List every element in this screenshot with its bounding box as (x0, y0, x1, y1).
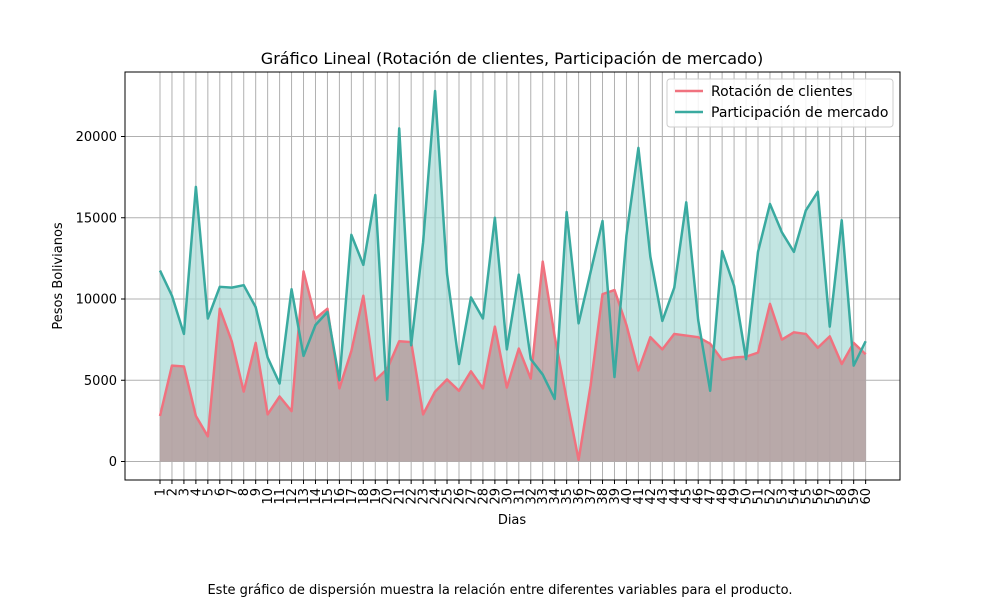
y-tick-label: 5000 (84, 374, 117, 389)
x-tick-label: 10 (261, 488, 276, 505)
y-axis-label: Pesos Bolivianos (51, 222, 66, 330)
x-tick-label: 7 (225, 488, 240, 496)
x-tick-label: 34 (548, 488, 563, 505)
x-tick-label: 25 (441, 488, 456, 505)
legend-label-participacion: Participación de mercado (711, 105, 888, 121)
x-tick-label: 20 (381, 488, 396, 505)
legend-label-rotacion: Rotación de clientes (711, 84, 853, 100)
x-tick-label: 39 (608, 488, 623, 505)
series-lines (158, 89, 867, 462)
x-tick-label: 55 (799, 488, 814, 505)
x-tick-label: 33 (536, 488, 551, 505)
x-tick-label: 17 (345, 488, 360, 505)
x-tick-label: 32 (524, 488, 539, 505)
x-tick-label: 47 (704, 488, 719, 505)
x-tick-label: 56 (811, 488, 826, 505)
x-tick-label: 4 (189, 488, 204, 496)
x-tick-label: 31 (512, 488, 527, 505)
legend: Rotación de clientes Participación de me… (666, 78, 894, 128)
x-tick-label: 16 (333, 488, 348, 505)
x-tick-label: 45 (680, 488, 695, 505)
y-tick-label: 15000 (76, 211, 117, 226)
x-tick-label: 43 (656, 488, 671, 505)
y-tick-label: 10000 (76, 293, 117, 308)
series-line-rotacion (158, 260, 867, 462)
x-tick-label: 36 (572, 488, 587, 505)
x-tick-label: 35 (560, 488, 575, 505)
x-tick-label: 49 (728, 488, 743, 505)
x-tick-label: 11 (273, 488, 288, 505)
x-tick-label: 37 (584, 488, 599, 505)
y-axis: 0 5000 10000 15000 20000 (76, 130, 125, 470)
legend-box (666, 78, 894, 128)
chart-caption: Este gráfico de dispersión muestra la re… (207, 583, 793, 598)
x-tick-label: 42 (644, 488, 659, 505)
x-tick-label: 40 (620, 488, 635, 505)
x-tick-label: 21 (393, 488, 408, 505)
x-tick-label: 26 (453, 488, 468, 505)
x-tick-label: 57 (823, 488, 838, 505)
x-tick-label: 48 (716, 488, 731, 505)
x-tick-label: 14 (309, 488, 324, 505)
x-tick-label: 27 (464, 488, 479, 505)
x-tick-label: 1 (154, 488, 169, 496)
x-tick-label: 38 (596, 488, 611, 505)
x-tick-label: 15 (321, 488, 336, 505)
y-tick-label: 20000 (76, 130, 117, 145)
x-tick-label: 19 (369, 488, 384, 505)
chart-title: Gráfico Lineal (Rotación de clientes, Pa… (261, 49, 763, 68)
x-axis-label: Dias (498, 513, 527, 528)
x-tick-label: 23 (417, 488, 432, 505)
x-tick-label: 51 (752, 488, 767, 505)
x-tick-label: 58 (835, 488, 850, 505)
x-tick-label: 59 (847, 488, 862, 505)
x-tick-label: 53 (775, 488, 790, 505)
x-tick-label: 41 (632, 488, 647, 505)
x-tick-label: 60 (859, 488, 874, 505)
x-tick-label: 29 (488, 488, 503, 505)
x-tick-label: 54 (787, 488, 802, 505)
x-tick-label: 12 (285, 488, 300, 505)
x-tick-label: 22 (405, 488, 420, 505)
area-overlap (160, 261, 866, 462)
series-line-participacion (158, 89, 867, 401)
x-tick-label: 24 (429, 488, 444, 505)
x-axis: 1234567891011121314151617181920212223242… (154, 480, 874, 505)
x-tick-label: 13 (297, 488, 312, 505)
x-tick-label: 3 (177, 488, 192, 496)
y-tick-label: 0 (109, 455, 117, 470)
x-tick-label: 28 (476, 488, 491, 505)
x-tick-label: 8 (237, 488, 252, 496)
x-tick-label: 9 (249, 488, 264, 496)
x-tick-label: 18 (357, 488, 372, 505)
x-tick-label: 5 (201, 488, 216, 496)
x-tick-label: 6 (213, 488, 228, 496)
x-tick-label: 46 (692, 488, 707, 505)
x-tick-label: 50 (740, 488, 755, 505)
plot-frame (124, 71, 901, 481)
x-tick-label: 2 (165, 488, 180, 496)
x-tick-label: 44 (668, 488, 683, 505)
x-tick-label: 30 (500, 488, 515, 505)
x-tick-label: 52 (763, 488, 778, 505)
